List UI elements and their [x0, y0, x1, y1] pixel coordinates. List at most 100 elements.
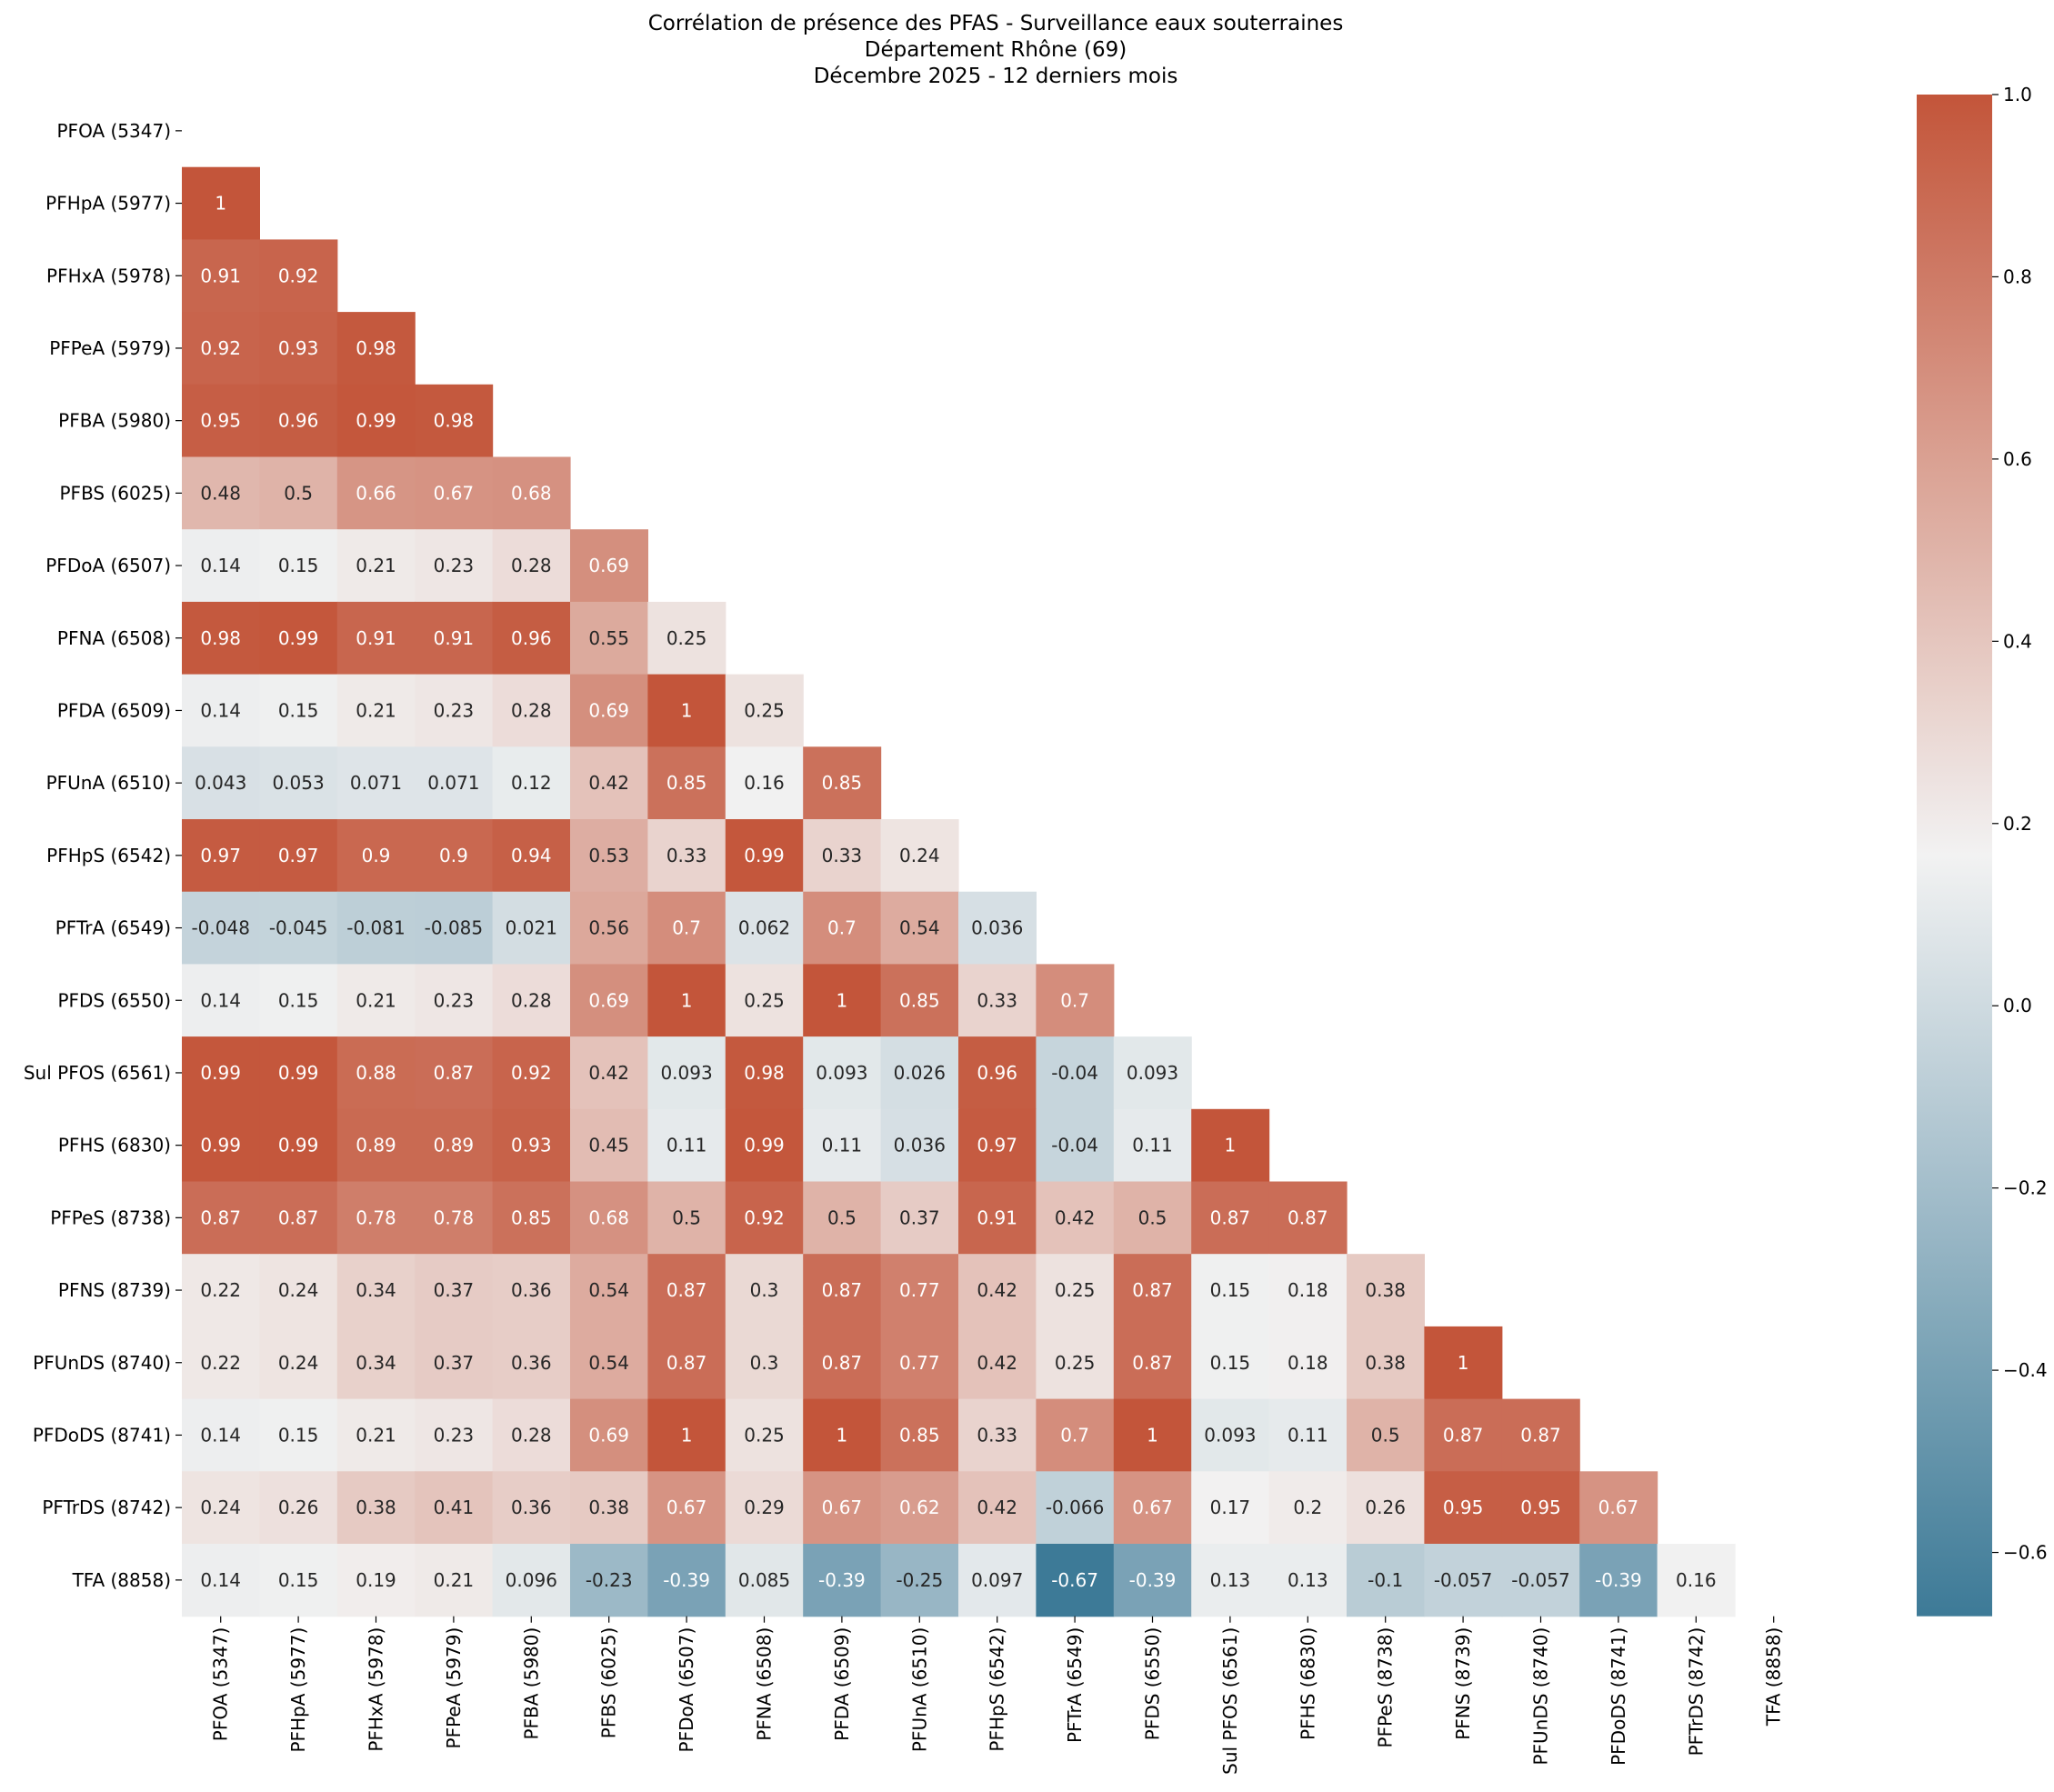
heatmap-cell [570, 529, 648, 603]
cell-annotation: 0.18 [1288, 1352, 1328, 1374]
heatmap-cell [725, 891, 804, 965]
cell-annotation: 0.23 [434, 699, 475, 721]
row-label: PFUnA (6510) [46, 772, 171, 794]
row-label: PFNS (8739) [58, 1279, 171, 1301]
heatmap-cell [1191, 1398, 1270, 1472]
cell-annotation: 0.91 [977, 1206, 1017, 1228]
heatmap-cell [803, 1326, 882, 1400]
heatmap-cell [803, 1254, 882, 1327]
cell-annotation: 0.23 [434, 555, 475, 576]
cell-annotation: 0.87 [666, 1279, 707, 1301]
column-label: PFHS (6830) [1297, 1627, 1318, 1740]
heatmap-cell [570, 674, 648, 747]
heatmap-cell [182, 1254, 260, 1327]
colorbar-tick-label: 0.0 [2003, 995, 2032, 1016]
cell-annotation: 0.11 [1132, 1135, 1173, 1156]
cell-annotation: 0.11 [822, 1135, 863, 1156]
heatmap-cell [1268, 1326, 1348, 1400]
cell-annotation: 0.14 [200, 1424, 241, 1446]
cell-annotation: 0.54 [899, 917, 940, 939]
column-label: PFUnDS (8740) [1530, 1627, 1552, 1766]
cell-annotation: 0.036 [894, 1135, 946, 1156]
row-label: PFDA (6509) [57, 699, 171, 721]
cell-annotation: 0.36 [511, 1279, 552, 1301]
heatmap-cell [1191, 1254, 1270, 1327]
cell-annotation: 0.036 [971, 917, 1023, 939]
cell-annotation: 0.85 [899, 989, 940, 1011]
cell-annotation: 1 [681, 989, 693, 1011]
heatmap-cell [1036, 1181, 1115, 1255]
column-label: PFPeS (8738) [1375, 1627, 1397, 1748]
heatmap-cell [259, 1181, 338, 1255]
heatmap-cell [1036, 1471, 1115, 1545]
heatmap-cell [415, 1108, 494, 1183]
row-label: PFPeA (5979) [49, 337, 171, 359]
heatmap-cell [336, 1326, 416, 1400]
cell-annotation: 0.56 [588, 917, 629, 939]
heatmap-cell [182, 312, 260, 385]
cell-annotation: 0.13 [1288, 1569, 1328, 1591]
heatmap-cell [725, 819, 804, 893]
heatmap-cell [1347, 1398, 1425, 1472]
heatmap-cell [880, 964, 959, 1037]
colorbar-tick-label: 0.8 [2003, 265, 2032, 287]
heatmap-cell [1424, 1471, 1503, 1545]
cell-annotation: 0.38 [1365, 1279, 1406, 1301]
heatmap-cell [259, 819, 338, 893]
heatmap-cell [570, 1398, 648, 1472]
row-label: PFUnDS (8740) [33, 1352, 171, 1374]
column-label: PFTrDS (8742) [1685, 1627, 1707, 1757]
cell-annotation: 0.99 [200, 1062, 241, 1084]
heatmap-cell [647, 1471, 726, 1545]
heatmap-cell [492, 746, 571, 820]
heatmap-cell [803, 1544, 882, 1617]
heatmap-cell [1113, 1181, 1192, 1255]
heatmap-cell [259, 746, 338, 820]
heatmap-cell [259, 601, 338, 676]
cell-annotation: 0.17 [1210, 1497, 1251, 1518]
heatmap-cell [182, 819, 260, 893]
cell-annotation: -0.67 [1051, 1569, 1098, 1591]
cell-annotation: 0.85 [666, 772, 707, 794]
cell-annotation: 0.25 [744, 699, 785, 721]
heatmap-cell [259, 384, 338, 458]
heatmap-cell [336, 819, 416, 893]
heatmap-cell [725, 964, 804, 1037]
heatmap-cell [336, 384, 416, 458]
cell-annotation: 0.19 [356, 1569, 396, 1591]
cell-annotation: -0.25 [896, 1569, 943, 1591]
cell-annotation: 0.29 [744, 1497, 785, 1518]
heatmap-cell [259, 1036, 338, 1110]
cell-annotation: 0.26 [1365, 1497, 1406, 1518]
heatmap-cell [1501, 1398, 1580, 1472]
cell-annotation: 0.69 [588, 555, 629, 576]
cell-annotation: 1 [681, 699, 693, 721]
cell-annotation: 0.87 [278, 1206, 319, 1228]
row-label: PFDoA (6507) [45, 555, 171, 576]
colorbar-tick-label: −0.4 [2003, 1359, 2048, 1381]
cell-annotation: 1 [837, 989, 848, 1011]
cell-annotation: 0.15 [1210, 1352, 1251, 1374]
heatmap-cell [336, 1108, 416, 1183]
column-label: PFUnA (6510) [908, 1627, 930, 1752]
heatmap-cell [880, 1036, 959, 1110]
cell-annotation: 0.87 [1132, 1352, 1173, 1374]
heatmap-cell [570, 1181, 648, 1255]
column-label: PFDA (6509) [831, 1627, 853, 1741]
heatmap-cell [492, 1036, 571, 1110]
cell-annotation: 0.3 [750, 1279, 779, 1301]
cell-annotation: 0.24 [278, 1279, 319, 1301]
cell-annotation: 0.69 [588, 1424, 629, 1446]
heatmap-cell [415, 1254, 494, 1327]
heatmap-cell [259, 1471, 338, 1545]
cell-annotation: 0.67 [434, 482, 475, 504]
cell-annotation: 0.38 [356, 1497, 396, 1518]
heatmap-cell [1036, 1108, 1115, 1183]
cell-annotation: 0.91 [434, 627, 475, 649]
cell-annotation: 0.42 [977, 1279, 1017, 1301]
cell-annotation: 0.93 [278, 337, 319, 359]
cell-annotation: 0.99 [744, 1135, 785, 1156]
heatmap-cell [336, 1471, 416, 1545]
cell-annotation: 0.78 [434, 1206, 475, 1228]
heatmap-cell [570, 1108, 648, 1183]
